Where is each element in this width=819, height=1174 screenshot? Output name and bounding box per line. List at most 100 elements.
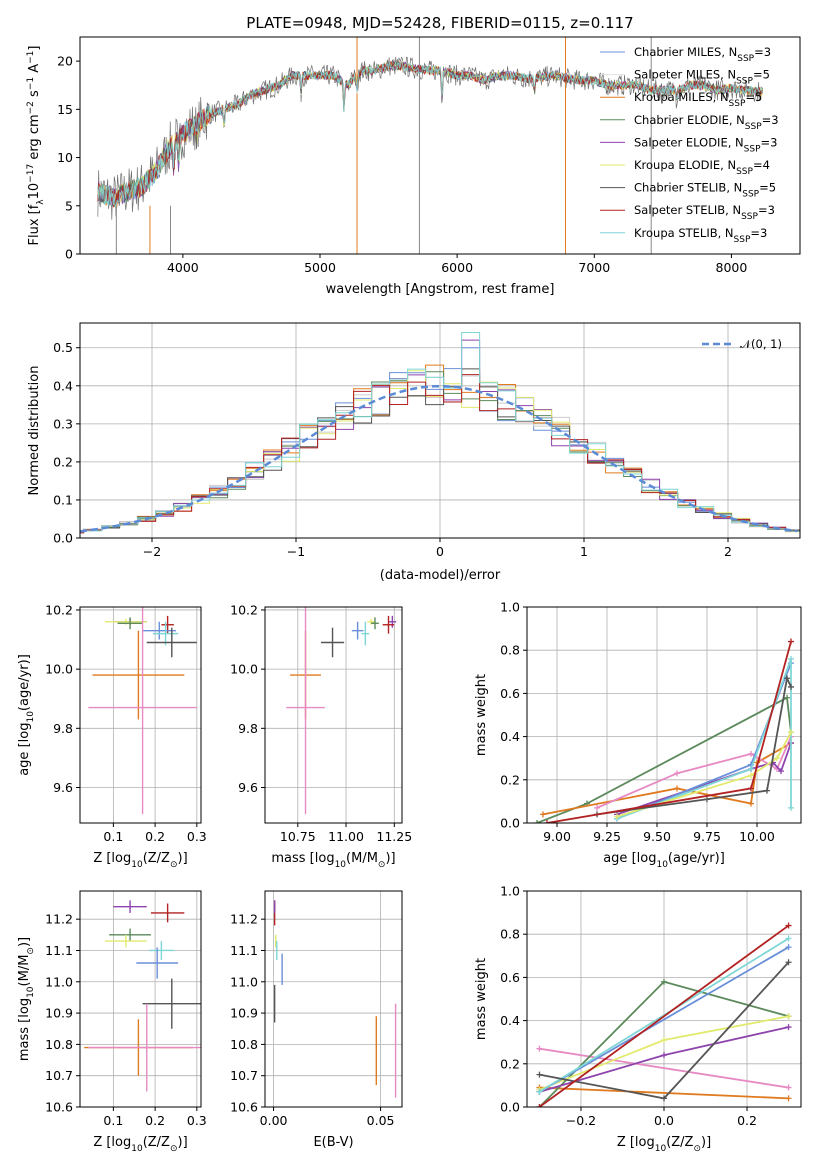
x-axis-label: (data-model)/error xyxy=(380,568,501,583)
errorbar-point xyxy=(136,947,179,979)
weight-marker xyxy=(536,1088,543,1095)
weight-marker xyxy=(661,978,667,985)
weight-marker xyxy=(788,804,794,811)
y-tick-label: 10 xyxy=(57,150,73,165)
age_vs_Z-grid xyxy=(80,607,201,823)
x-tick-label: −0.2 xyxy=(566,1113,596,1128)
y-tick-label: 0.2 xyxy=(53,454,73,469)
weight-marker xyxy=(594,804,600,811)
x-tick-label: 0 xyxy=(436,544,444,559)
weight-marker xyxy=(785,1095,792,1102)
y-tick-label: 0.4 xyxy=(500,1013,520,1028)
mass_vs_ebv-panel: 0.00 0.05 10.6 10.7 10.8 10.9 11.0 11.1 11.2 E(B-… xyxy=(230,890,403,1150)
x-tick-label: 6000 xyxy=(441,260,473,275)
y-tick-label: 0 xyxy=(65,247,73,262)
mass_vs_ebv-frame xyxy=(264,890,403,1108)
y-axis-label: mass weight xyxy=(474,674,489,756)
x-axis-label: wavelength [Angstrom, rest frame] xyxy=(326,282,555,297)
weight-line xyxy=(616,742,792,816)
residual-histogram xyxy=(80,347,800,534)
y-tick-label: 0.6 xyxy=(500,970,520,985)
y-tick-label: 20 xyxy=(57,54,73,69)
weight-marker xyxy=(540,811,546,818)
y-tick-label: 9.6 xyxy=(238,780,258,795)
weight-marker xyxy=(785,935,792,942)
weight-marker xyxy=(788,729,794,736)
y-axis-label: Flux [fλ10−17 erg cm−2 s−1 A−1] xyxy=(26,46,46,246)
errorbar-point xyxy=(117,617,143,630)
y-tick-label: 0.2 xyxy=(500,772,520,787)
spectrum-legend: Chabrier MILES, NSSP=3 Salpeter MILES, NS… xyxy=(600,45,779,245)
weight-marker xyxy=(788,638,794,645)
y-tick-label: 9.8 xyxy=(53,721,73,736)
y-tick-label: 10.9 xyxy=(45,1006,73,1021)
y-tick-label: 10.2 xyxy=(45,602,73,617)
x-tick-label: 9.25 xyxy=(593,829,621,844)
weight-marker xyxy=(785,944,792,951)
y-tick-label: 0.6 xyxy=(500,686,520,701)
x-tick-label: 4000 xyxy=(167,260,199,275)
weight-marker xyxy=(788,655,794,662)
age_vs_mass-grid xyxy=(265,607,402,823)
y-tick-label: 11.0 xyxy=(45,974,73,989)
mass_vs_Z-frame xyxy=(79,890,202,1108)
weight-marker xyxy=(661,1095,667,1102)
errorbar-point xyxy=(148,941,174,960)
model-spectrum-line xyxy=(97,61,763,208)
x-tick-label: 9.75 xyxy=(693,829,721,844)
x-axis-label: Z [log10(Z/Z⊙)] xyxy=(93,1135,187,1154)
weight-line xyxy=(539,1047,789,1089)
y-tick-label: 5 xyxy=(65,198,73,213)
y-tick-label: 10.0 xyxy=(230,662,258,677)
weight-marker xyxy=(748,785,754,792)
weight-marker xyxy=(785,1084,792,1091)
legend-entry: Kroupa STELIB, NSSP=3 xyxy=(634,226,767,245)
x-axis-label: Z [log10(Z/Z⊙)] xyxy=(617,1135,711,1154)
residual-histogram xyxy=(80,374,800,534)
y-tick-label: 0.1 xyxy=(53,492,73,507)
weight-marker xyxy=(785,959,792,966)
weight-marker xyxy=(785,1013,792,1020)
x-tick-label: 7000 xyxy=(578,260,610,275)
weight-line xyxy=(536,696,792,823)
y-tick-label: 10.7 xyxy=(230,1068,258,1083)
errorbar-point xyxy=(92,630,185,720)
legend-entry: Chabrier ELODIE, NSSP=3 xyxy=(634,113,779,132)
y-axis-label: mass [log10(M/M⊙)] xyxy=(17,937,36,1061)
x-tick-label: 1 xyxy=(580,544,588,559)
legend-entry: Kroupa MILES, NSSP=5 xyxy=(634,90,762,109)
weight-marker xyxy=(748,772,754,779)
legend-entry: Kroupa ELODIE, NSSP=4 xyxy=(634,158,770,177)
weight-marker xyxy=(748,800,754,807)
x-axis-label: Z [log10(Z/Z⊙)] xyxy=(93,851,187,870)
x-tick-label: 0.2 xyxy=(145,829,165,844)
y-tick-label: 10.8 xyxy=(45,1037,73,1052)
y-tick-label: 11.1 xyxy=(230,943,258,958)
residuals-panel: −2 −1 0 1 2 0.0 0.1 0.2 0.3 0.4 0.5 (data-model)/er… xyxy=(27,322,801,583)
errorbar-point xyxy=(371,617,379,630)
errorbar-point xyxy=(88,607,197,815)
x-tick-label: 9.50 xyxy=(643,829,671,844)
y-tick-label: 10.2 xyxy=(230,602,258,617)
x-axis-label: E(B-V) xyxy=(313,1135,353,1150)
x-tick-label: 11.25 xyxy=(376,829,412,844)
residuals-frame xyxy=(79,322,801,539)
errorbar-point xyxy=(88,1003,201,1092)
x-tick-label: 0.3 xyxy=(187,829,207,844)
y-tick-label: 10.8 xyxy=(230,1037,258,1052)
model-spectrum-line xyxy=(97,61,764,207)
spectra-lines xyxy=(97,37,764,254)
weight-marker xyxy=(536,1045,543,1052)
weight-marker xyxy=(748,766,754,772)
y-axis-label: age [log10(age/yr)] xyxy=(17,654,36,776)
weight-marker xyxy=(778,768,784,775)
residual-histogram xyxy=(80,332,800,533)
observed-spectrum xyxy=(97,56,763,220)
weight-marker xyxy=(704,796,710,803)
age_vs_mass-frame xyxy=(264,606,403,824)
y-tick-label: 0.2 xyxy=(500,1056,520,1071)
x-tick-label: 0.2 xyxy=(737,1113,757,1128)
weight-marker xyxy=(661,1052,667,1059)
x-tick-label: 0.3 xyxy=(187,1113,207,1128)
